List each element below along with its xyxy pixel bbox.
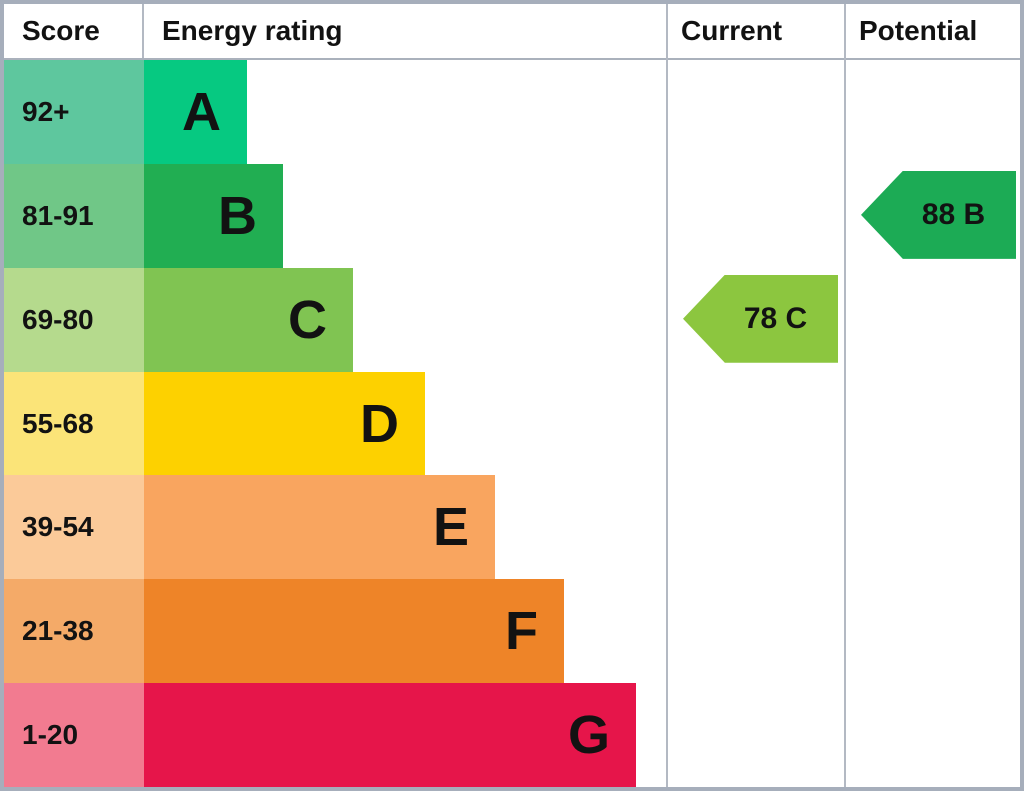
band-row-e: 39-54 E: [4, 475, 1020, 580]
band-score-range-c: 69-80: [4, 267, 144, 372]
band-score-range-e: 39-54: [4, 475, 144, 580]
band-bar-e: E: [144, 475, 495, 580]
band-row-g: 1-20 G: [4, 683, 1020, 787]
band-bar-g: G: [144, 683, 636, 787]
band-score-range-b: 81-91: [4, 163, 144, 268]
band-bar-a: A: [144, 60, 247, 164]
band-bar-c: C: [144, 267, 353, 372]
band-score-range-g: 1-20: [4, 683, 144, 787]
column-divider-current: [666, 4, 668, 787]
band-score-range-d: 55-68: [4, 371, 144, 476]
band-row-c: 69-80 C: [4, 267, 1020, 372]
column-divider-potential: [844, 4, 846, 787]
band-bar-d: D: [144, 371, 425, 476]
band-score-range-f: 21-38: [4, 579, 144, 684]
band-letter-b: B: [218, 185, 257, 246]
band-rows: 92+ A 81-91 B 69-80 C 55-68 D 39-54 E 21…: [4, 60, 1020, 787]
band-bar-f: F: [144, 579, 564, 684]
band-row-f: 21-38 F: [4, 579, 1020, 684]
header-current: Current: [681, 15, 783, 46]
band-letter-c: C: [288, 289, 327, 350]
potential-rating-label: 88 B: [921, 197, 986, 231]
band-letter-e: E: [432, 497, 469, 558]
header-potential: Potential: [859, 15, 978, 46]
table-header: Score Energy rating Current Potential: [4, 4, 1020, 60]
band-row-a: 92+ A: [4, 60, 1020, 164]
current-rating-label: 78 C: [743, 301, 808, 335]
band-row-d: 55-68 D: [4, 371, 1020, 476]
band-score-range-a: 92+: [4, 60, 144, 164]
band-letter-d: D: [360, 393, 399, 454]
header-score: Score: [4, 4, 144, 58]
header-energy-rating: Energy rating: [162, 15, 343, 46]
band-letter-f: F: [505, 601, 538, 662]
band-letter-a: A: [182, 81, 221, 142]
band-letter-g: G: [567, 705, 610, 766]
band-row-b: 81-91 B: [4, 163, 1020, 268]
band-bar-b: B: [144, 163, 283, 268]
